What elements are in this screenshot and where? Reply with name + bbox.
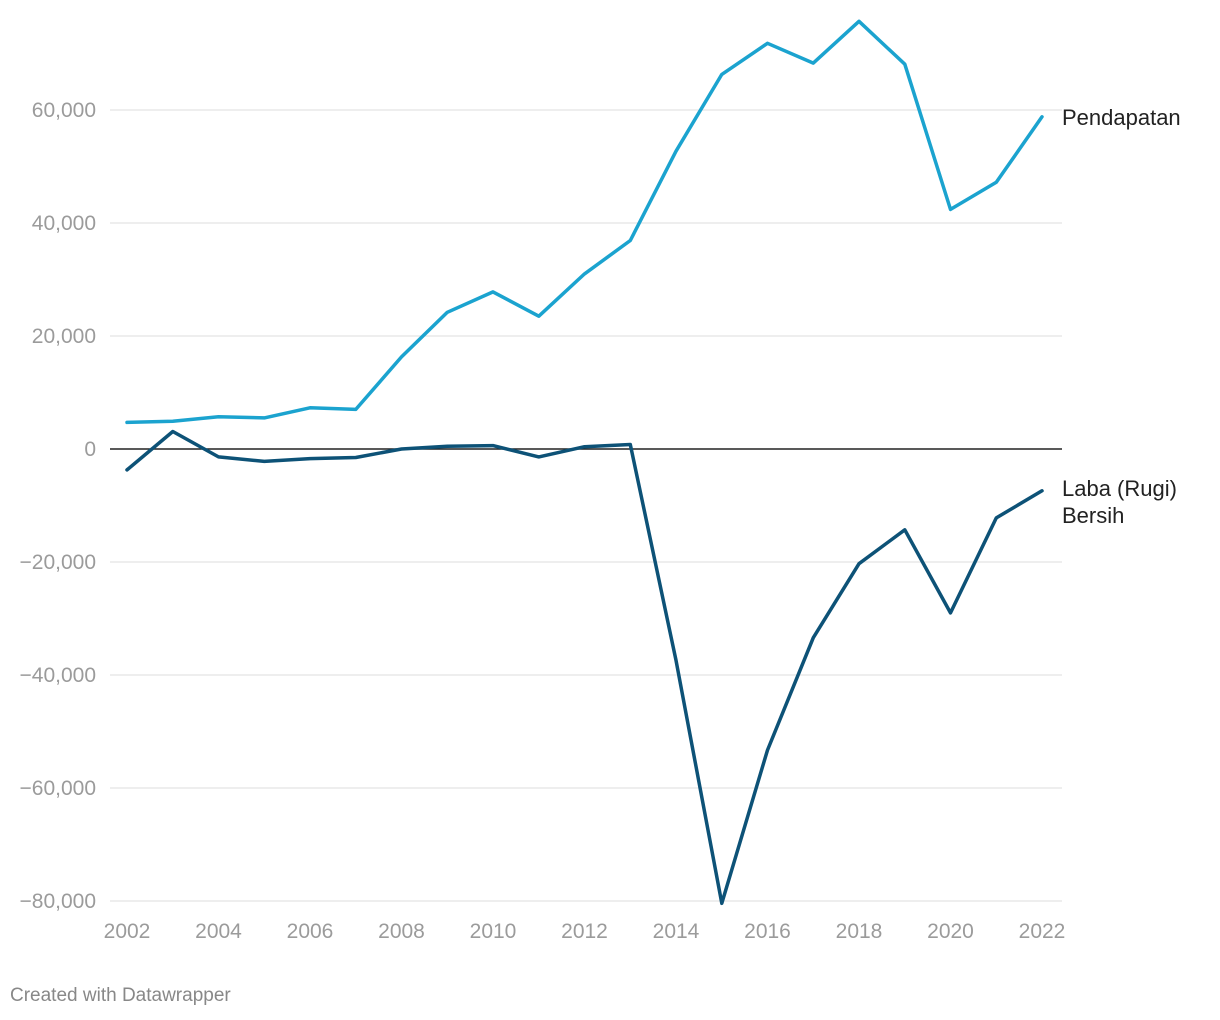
x-tick-label: 2004 xyxy=(195,920,242,943)
y-tick-label: −20,000 xyxy=(20,551,97,574)
x-tick-label: 2002 xyxy=(104,920,151,943)
y-tick-label: 20,000 xyxy=(32,325,96,348)
y-tick-label: −40,000 xyxy=(20,664,97,687)
y-tick-label: 60,000 xyxy=(32,99,96,122)
y-axis-ticks: 60,000 40,000 20,000 0 −20,000 −40,000 −60,000… xyxy=(20,99,97,913)
x-tick-label: 2012 xyxy=(561,920,608,943)
x-tick-label: 2008 xyxy=(378,920,425,943)
x-tick-label: 2018 xyxy=(836,920,883,943)
series-labels: Pendapatan Laba (Rugi) Bersih xyxy=(1062,105,1181,528)
x-tick-label: 2006 xyxy=(287,920,334,943)
y-tick-label: −60,000 xyxy=(20,777,97,800)
x-tick-label: 2016 xyxy=(744,920,791,943)
laba-rugi-line xyxy=(125,429,1044,906)
y-tick-label: 0 xyxy=(84,438,96,461)
x-tick-label: 2014 xyxy=(653,920,700,943)
x-tick-label: 2010 xyxy=(470,920,517,943)
series-label: Laba (Rugi) Bersih xyxy=(1062,476,1177,528)
series-label: Pendapatan xyxy=(1062,105,1181,130)
y-tick-label: 40,000 xyxy=(32,212,96,235)
footer-credit: Created with Datawrapper xyxy=(10,985,231,1006)
x-axis-ticks: 2002 2004 2006 2008 2010 2012 2014 2016 2018 2020… xyxy=(104,920,1066,943)
line-chart: 60,000 40,000 20,000 0 −20,000 −40,000 −60,000… xyxy=(20,19,1181,943)
grid-lines xyxy=(110,109,1062,902)
series-label-line: Laba (Rugi) xyxy=(1062,476,1177,501)
pendapatan-line xyxy=(125,19,1044,425)
y-tick-label: −80,000 xyxy=(20,890,97,913)
series-label-line: Bersih xyxy=(1062,503,1124,528)
series-label-line: Pendapatan xyxy=(1062,105,1181,130)
x-tick-label: 2020 xyxy=(927,920,974,943)
x-tick-label: 2022 xyxy=(1019,920,1066,943)
series-lines xyxy=(125,19,1044,906)
